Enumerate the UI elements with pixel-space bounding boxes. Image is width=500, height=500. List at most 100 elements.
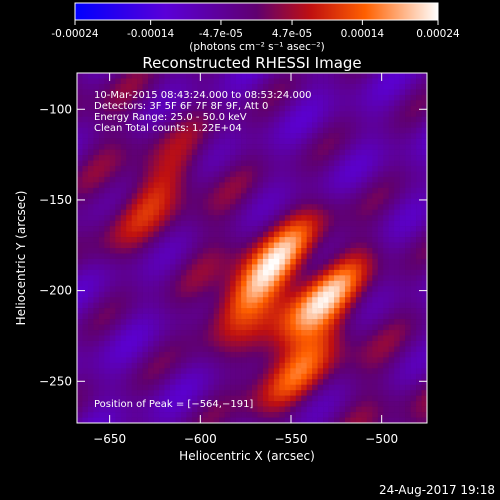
heatmap-cell: [93, 144, 100, 150]
heatmap-cell: [219, 362, 225, 369]
heatmap-cell: [197, 100, 204, 107]
heatmap-cell: [377, 231, 384, 238]
heatmap-cell: [279, 280, 286, 287]
heatmap-cell: [230, 313, 236, 320]
heatmap-cell: [317, 379, 324, 386]
heatmap-cell: [334, 368, 340, 375]
heatmap-cell: [328, 73, 335, 79]
heatmap-cell: [153, 395, 160, 402]
heatmap-cell: [344, 133, 351, 139]
heatmap-cell: [295, 379, 302, 386]
heatmap-cell: [235, 302, 242, 309]
heatmap-cell: [153, 237, 160, 243]
heatmap-cell: [301, 187, 307, 194]
heatmap-cell: [323, 138, 329, 145]
heatmap-cell: [148, 313, 154, 320]
heatmap-cell: [350, 401, 357, 407]
heatmap-cell: [82, 368, 89, 375]
heatmap-cell: [306, 138, 313, 145]
heatmap-cell: [416, 384, 422, 391]
heatmap-cell: [208, 297, 215, 303]
heatmap-cell: [169, 127, 176, 134]
heatmap-cell: [416, 83, 422, 90]
heatmap-cell: [410, 133, 417, 139]
heatmap-cell: [284, 373, 291, 380]
heatmap-cell: [186, 144, 193, 150]
heatmap-cell: [290, 89, 297, 96]
heatmap-cell: [219, 346, 225, 353]
heatmap-cell: [109, 406, 116, 413]
heatmap-cell: [279, 209, 286, 216]
heatmap-cell: [421, 89, 427, 96]
heatmap-cell: [290, 417, 297, 423]
heatmap-cell: [372, 165, 379, 172]
heatmap-cell: [334, 280, 340, 287]
heatmap-cell: [388, 286, 395, 293]
heatmap-cell: [339, 401, 346, 407]
heatmap-cell: [126, 340, 132, 347]
heatmap-cell: [377, 412, 384, 418]
heatmap-cell: [164, 111, 171, 118]
heatmap-cell: [262, 395, 269, 402]
heatmap-cell: [230, 231, 236, 238]
heatmap-cell: [131, 390, 138, 396]
heatmap-cell: [279, 417, 286, 423]
heatmap-cell: [164, 297, 171, 303]
heatmap-cell: [301, 209, 307, 216]
heatmap-cell: [257, 340, 264, 347]
heatmap-cell: [317, 160, 324, 167]
heatmap-cell: [208, 78, 215, 85]
heatmap-cell: [377, 340, 384, 347]
heatmap-cell: [334, 127, 340, 134]
heatmap-cell: [405, 237, 411, 243]
heatmap-cell: [344, 248, 351, 254]
heatmap-cell: [312, 351, 318, 358]
heatmap-cell: [355, 417, 362, 423]
heatmap-cell: [334, 340, 340, 347]
heatmap-cell: [202, 362, 209, 369]
heatmap-cell: [410, 253, 417, 260]
heatmap-cell: [186, 351, 193, 358]
heatmap-cell: [137, 198, 143, 205]
heatmap-cell: [202, 368, 209, 375]
heatmap-cell: [377, 390, 384, 396]
heatmap-cell: [323, 357, 329, 364]
heatmap-cell: [197, 308, 204, 314]
heatmap-cell: [301, 204, 307, 211]
heatmap-cell: [159, 149, 165, 156]
heatmap-cell: [77, 149, 83, 156]
heatmap-cell: [142, 264, 149, 271]
heatmap-cell: [98, 346, 105, 353]
heatmap-cell: [77, 253, 83, 260]
heatmap-cell: [235, 138, 242, 145]
heatmap-cell: [405, 144, 411, 150]
heatmap-cell: [372, 220, 379, 227]
heatmap-cell: [394, 351, 400, 358]
heatmap-cell: [213, 226, 220, 232]
heatmap-cell: [334, 204, 340, 211]
heatmap-cell: [410, 373, 417, 380]
heatmap-cell: [219, 165, 225, 172]
heatmap-cell: [344, 171, 351, 178]
heatmap-cell: [131, 280, 138, 287]
heatmap-cell: [191, 313, 198, 320]
heatmap-cell: [180, 204, 187, 211]
heatmap-cell: [257, 384, 264, 391]
heatmap-cell: [416, 171, 422, 178]
heatmap-cell: [219, 417, 225, 423]
heatmap-cell: [262, 165, 269, 172]
heatmap-cell: [344, 346, 351, 353]
heatmap-cell: [180, 83, 187, 90]
heatmap-cell: [323, 406, 329, 413]
heatmap-cell: [148, 258, 154, 265]
heatmap-cell: [416, 253, 422, 260]
heatmap-cell: [115, 176, 122, 183]
heatmap-cell: [186, 335, 193, 342]
heatmap-cell: [208, 395, 215, 402]
heatmap-cell: [109, 165, 116, 172]
heatmap-cell: [115, 330, 122, 336]
heatmap-cell: [383, 165, 390, 172]
heatmap-cell: [82, 258, 89, 265]
heatmap-cell: [202, 237, 209, 243]
heatmap-cell: [366, 275, 373, 282]
